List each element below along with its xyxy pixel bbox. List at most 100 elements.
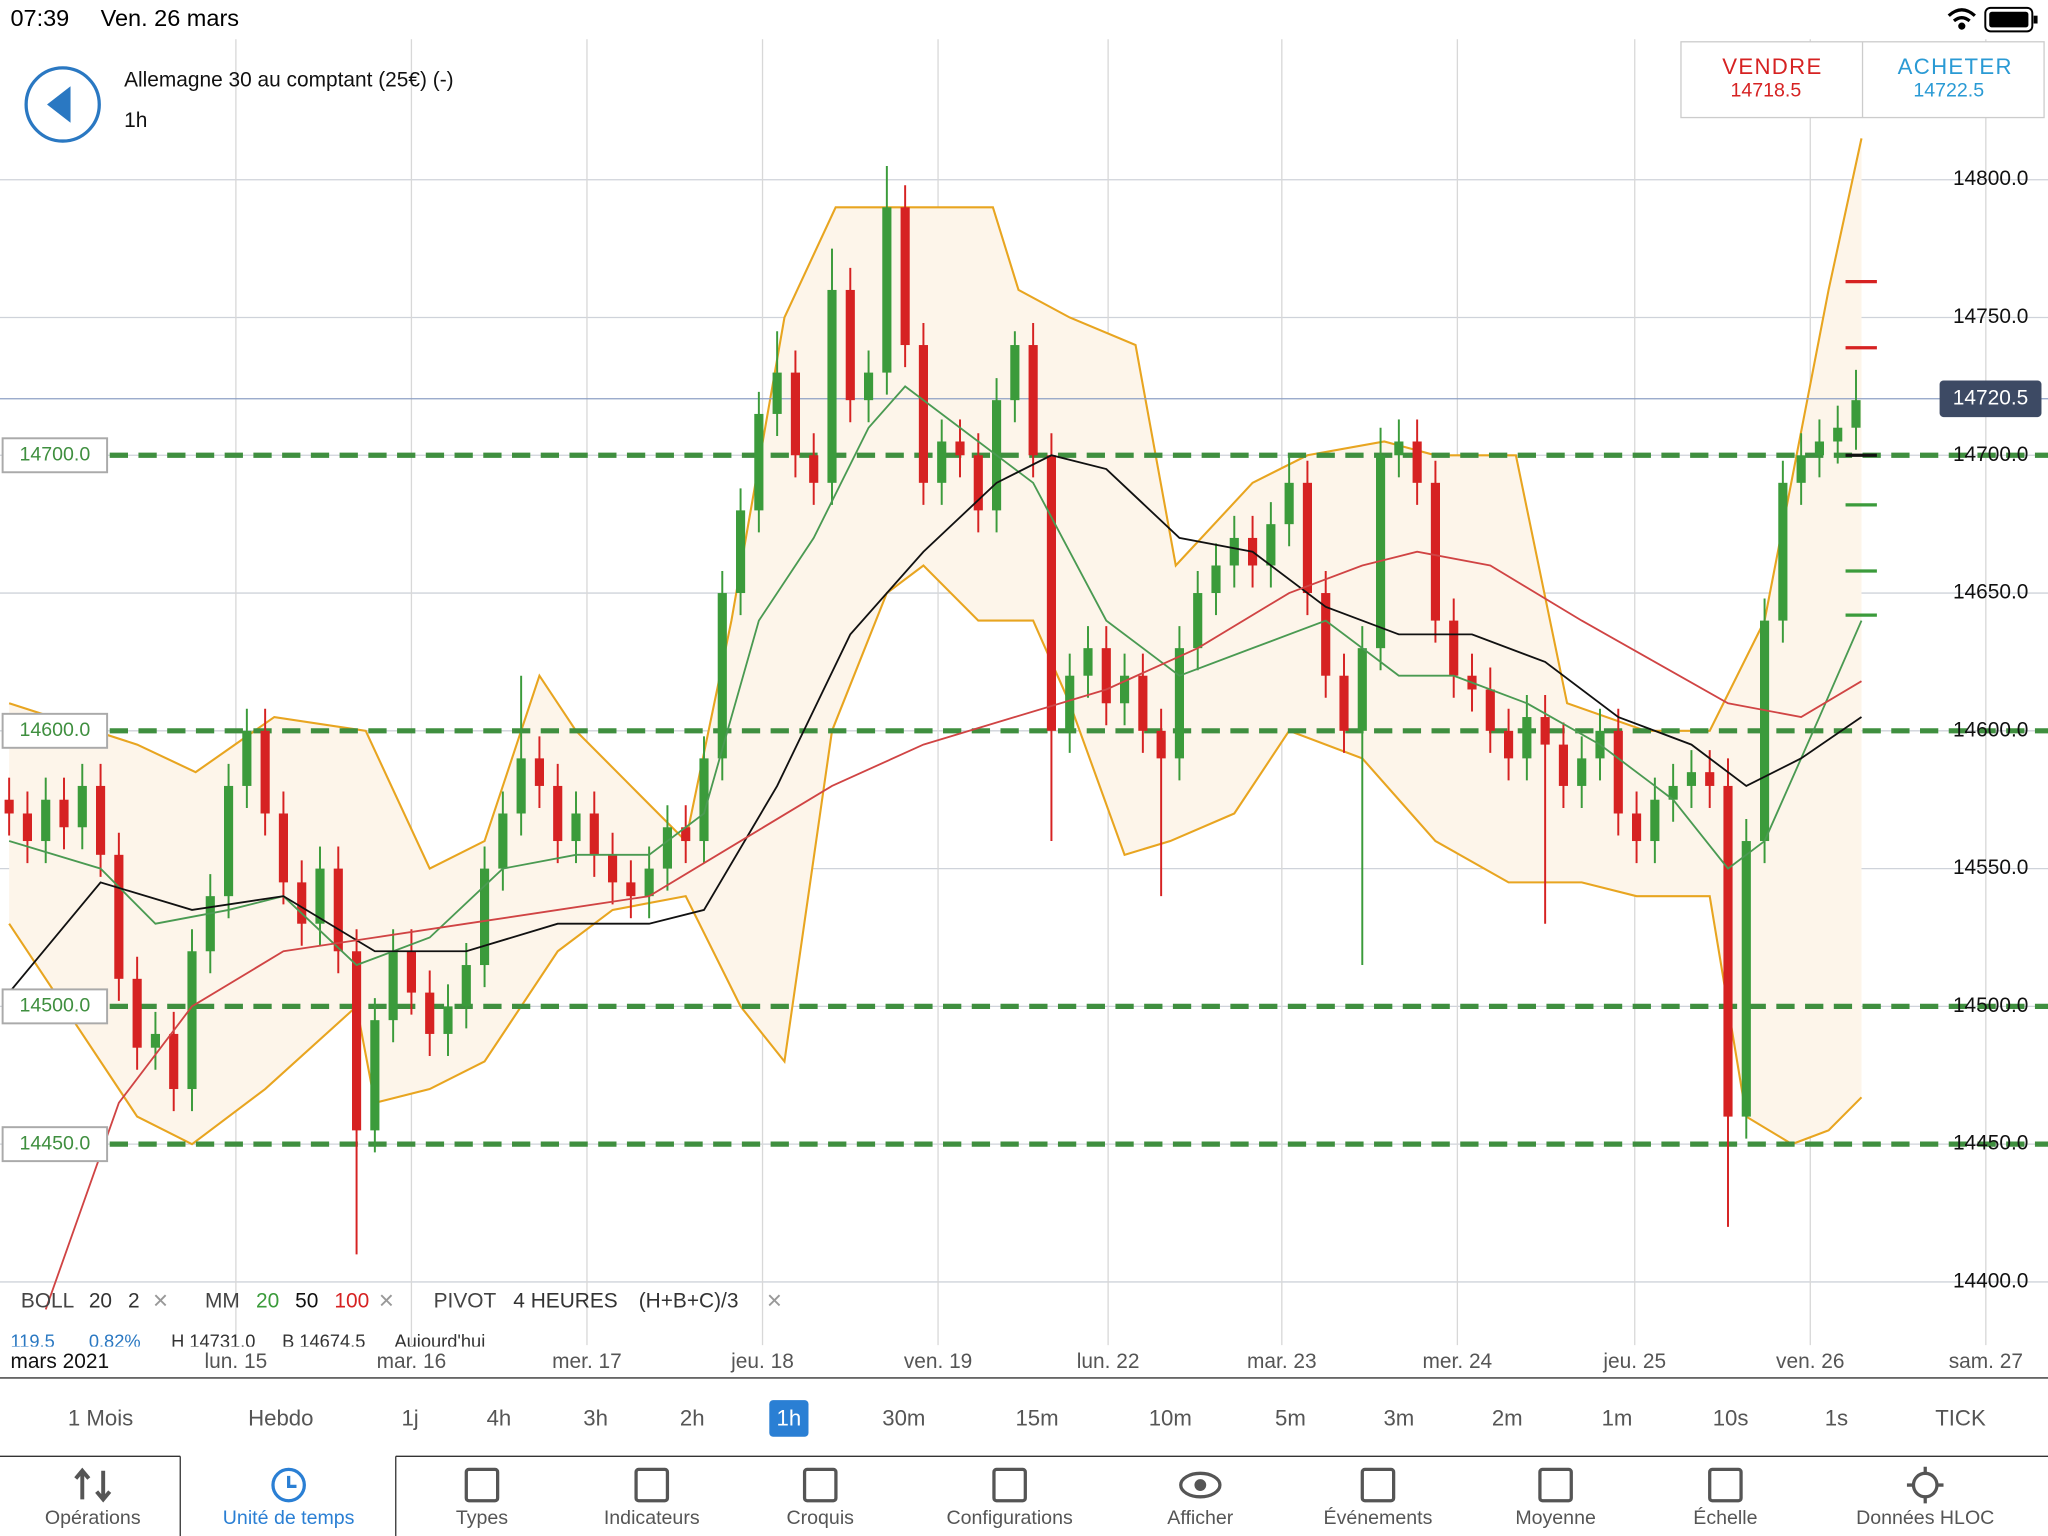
timeframe-button[interactable]: 1m [1602,1406,1633,1431]
timeframe-label: 2h [680,1406,705,1431]
sell-button[interactable]: VENDRE 14718.5 [1722,54,1822,102]
tab-button[interactable]: Indicateurs [604,1467,700,1529]
tab-button[interactable]: Opérations [45,1467,141,1529]
tab-icon [634,1467,670,1503]
candle-body [150,1033,160,1048]
candle-body [1046,455,1056,731]
tab-icon [1538,1467,1573,1503]
close-icon[interactable]: × [767,1285,782,1315]
timeframe-button[interactable]: 1j [401,1406,418,1431]
x-tick-label: ven. 19 [904,1350,972,1373]
tab-label: Événements [1324,1506,1433,1529]
candle-body [1211,565,1221,594]
pivot-label: 14700.0 [19,443,90,465]
candle-body [1504,730,1514,759]
buy-button[interactable]: ACHETER 14722.5 [1898,54,2013,102]
y-tick-label: 14750.0 [1953,305,2028,328]
bollinger-fill [9,138,1862,1145]
back-button[interactable] [24,66,101,143]
tab-button[interactable]: Afficher [1167,1471,1234,1529]
tab-icon [1708,1467,1743,1503]
timeframe-button[interactable]: 10s [1713,1406,1749,1431]
timeframe-label: 1j [401,1406,418,1431]
tab-label: Échelle [1693,1506,1757,1529]
candle-body [352,951,362,1131]
tab-button[interactable]: Configurations [947,1467,1073,1529]
timeframe-label: 3m [1383,1406,1414,1431]
buy-price: 14722.5 [1913,80,1984,102]
candle-body [224,785,234,897]
timeframe-button[interactable]: 3m [1383,1406,1414,1431]
tab-button[interactable]: Données HLOC [1856,1466,1994,1529]
timeframe-label: 1s [1825,1406,1848,1431]
timeframe-label: 10s [1713,1406,1749,1431]
timeframe-label: Hebdo [248,1406,313,1431]
candle-body [790,372,800,456]
timeframe-button[interactable]: 30m [882,1406,925,1431]
candle-body [1010,345,1020,401]
candle-body [699,758,709,842]
tab-bar: Opérations Unité de temps Types Indicateurs… [45,1466,1994,1529]
timeframe-label: 15m [1015,1406,1058,1431]
timeframe-button[interactable]: 1 Mois [68,1406,133,1431]
x-tick-label: mar. 16 [377,1350,447,1373]
timeframe-button[interactable]: 4h [487,1406,512,1431]
candle-body [333,868,343,952]
timeframe-button[interactable]: 1s [1825,1406,1848,1431]
tab-button[interactable]: Croquis [787,1467,855,1529]
candle-body [918,345,928,483]
pivot-label: PIVOT [434,1290,497,1313]
candle-body [205,896,215,952]
pivot-label: 14450.0 [19,1132,90,1154]
candle-body [388,951,398,1021]
candle-body [937,441,947,483]
tab-button[interactable]: Types [456,1467,508,1529]
tab-label: Opérations [45,1507,141,1529]
tab-button[interactable]: Événements [1324,1467,1433,1529]
timeframe-button[interactable]: 15m [1015,1406,1058,1431]
candle-body [260,730,270,814]
candle-body [1577,758,1587,786]
candle-body [589,813,599,855]
x-tick-label: jeu. 25 [1602,1350,1666,1373]
tab-label: Unité de temps [223,1507,355,1529]
timeframe-button[interactable]: 2h [680,1406,705,1431]
icon-box [1708,1467,1743,1503]
candle-body [1686,772,1696,786]
close-icon[interactable]: × [379,1285,394,1315]
boll-period: 20 [89,1290,112,1313]
candle-body [1229,537,1239,566]
tab-bar-lines [0,1455,2048,1536]
timeframe-label: 3h [583,1406,608,1431]
timeframe-label: 1h [777,1406,802,1431]
timeframe-button[interactable]: 2m [1492,1406,1523,1431]
timeframe-button[interactable]: 1h [769,1400,809,1437]
tab-label: Configurations [947,1507,1073,1529]
timeframe-label: 1h [124,109,147,132]
timeframe-button[interactable]: Hebdo [248,1406,313,1431]
x-tick-label: sam. 27 [1949,1350,2023,1373]
tab-icon [1360,1467,1396,1503]
candle-body [1705,772,1715,786]
tab-button[interactable]: Moyenne [1515,1467,1596,1529]
tab-button[interactable]: Unité de temps [223,1467,355,1529]
candle-body [845,289,855,401]
candle-body [1778,482,1788,621]
timeframe-button[interactable]: 3h [583,1406,608,1431]
timeframe-button[interactable]: TICK [1935,1406,1986,1431]
mm-period: 100 [334,1290,369,1313]
timeframe-button[interactable]: 10m [1149,1406,1192,1431]
tab-icon [1179,1471,1222,1499]
candle-body [809,455,819,483]
candle-body [1321,593,1331,676]
candle-body [571,813,581,842]
tab-button[interactable]: Échelle [1693,1467,1758,1529]
pivot-label: 14600.0 [19,719,90,741]
indicator-line [8,454,1863,994]
candle-body [425,992,435,1034]
candle-body [278,813,288,883]
close-icon[interactable]: × [153,1285,168,1315]
candle-body [1723,785,1733,1117]
timeframe-button[interactable]: 5m [1275,1406,1306,1431]
candle-body [498,813,508,869]
